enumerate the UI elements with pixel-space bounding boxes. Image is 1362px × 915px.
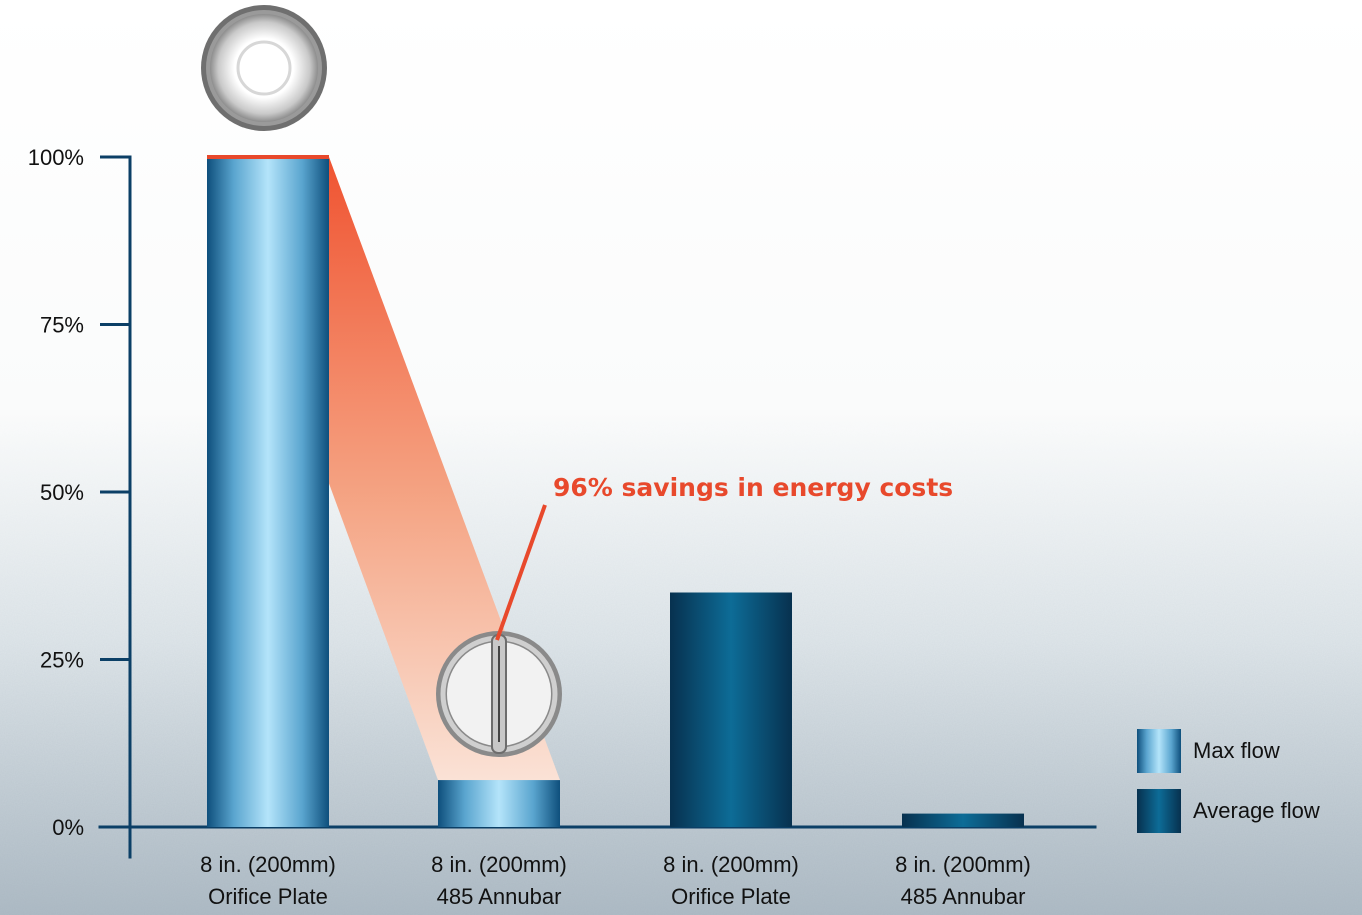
- legend-label-max-flow: Max flow: [1193, 738, 1280, 763]
- x-axis-labels: 8 in. (200mm) Orifice Plate 8 in. (200mm) 4…: [200, 852, 1031, 909]
- y-tick-label: 0%: [52, 815, 84, 840]
- annubar-sensor-icon: [436, 631, 562, 757]
- bar-max-flow: [207, 157, 329, 827]
- x-tick-label: 485 Annubar: [437, 884, 562, 909]
- x-tick-label: 8 in. (200mm): [431, 852, 567, 877]
- legend-swatch-max-flow: [1137, 729, 1181, 773]
- x-tick-label: 8 in. (200mm): [663, 852, 799, 877]
- annotation-pointer: [495, 504, 547, 641]
- bar-max-flow: [438, 780, 560, 827]
- x-tick-label: Orifice Plate: [208, 884, 328, 909]
- bar-average-flow: [670, 592, 792, 827]
- legend-swatch-average-flow: [1137, 789, 1181, 833]
- annotation-text: 96% savings in energy costs: [553, 473, 953, 502]
- y-tick-label: 75%: [40, 313, 84, 338]
- bar-average-flow: [902, 813, 1024, 827]
- legend: Max flow Average flow: [1137, 729, 1320, 833]
- y-axis-ticks: 0% 25% 50% 75% 100%: [28, 145, 130, 840]
- y-tick-label: 100%: [28, 145, 84, 170]
- orifice-plate-icon: [201, 5, 327, 131]
- x-tick-label: 8 in. (200mm): [200, 852, 336, 877]
- y-tick-label: 25%: [40, 648, 84, 673]
- x-tick-label: 485 Annubar: [901, 884, 1026, 909]
- bars: [207, 157, 1024, 827]
- legend-label-average-flow: Average flow: [1193, 798, 1320, 823]
- x-tick-label: Orifice Plate: [671, 884, 791, 909]
- y-tick-label: 50%: [40, 480, 84, 505]
- x-tick-label: 8 in. (200mm): [895, 852, 1031, 877]
